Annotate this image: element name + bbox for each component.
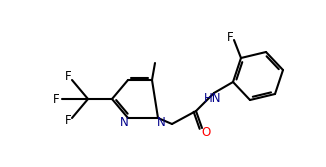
Text: O: O xyxy=(201,126,211,139)
Text: HN: HN xyxy=(204,92,222,105)
Text: F: F xyxy=(65,69,71,82)
Text: N: N xyxy=(156,117,165,129)
Text: F: F xyxy=(65,115,71,127)
Text: F: F xyxy=(227,31,233,43)
Text: N: N xyxy=(120,117,128,129)
Text: F: F xyxy=(53,93,60,106)
